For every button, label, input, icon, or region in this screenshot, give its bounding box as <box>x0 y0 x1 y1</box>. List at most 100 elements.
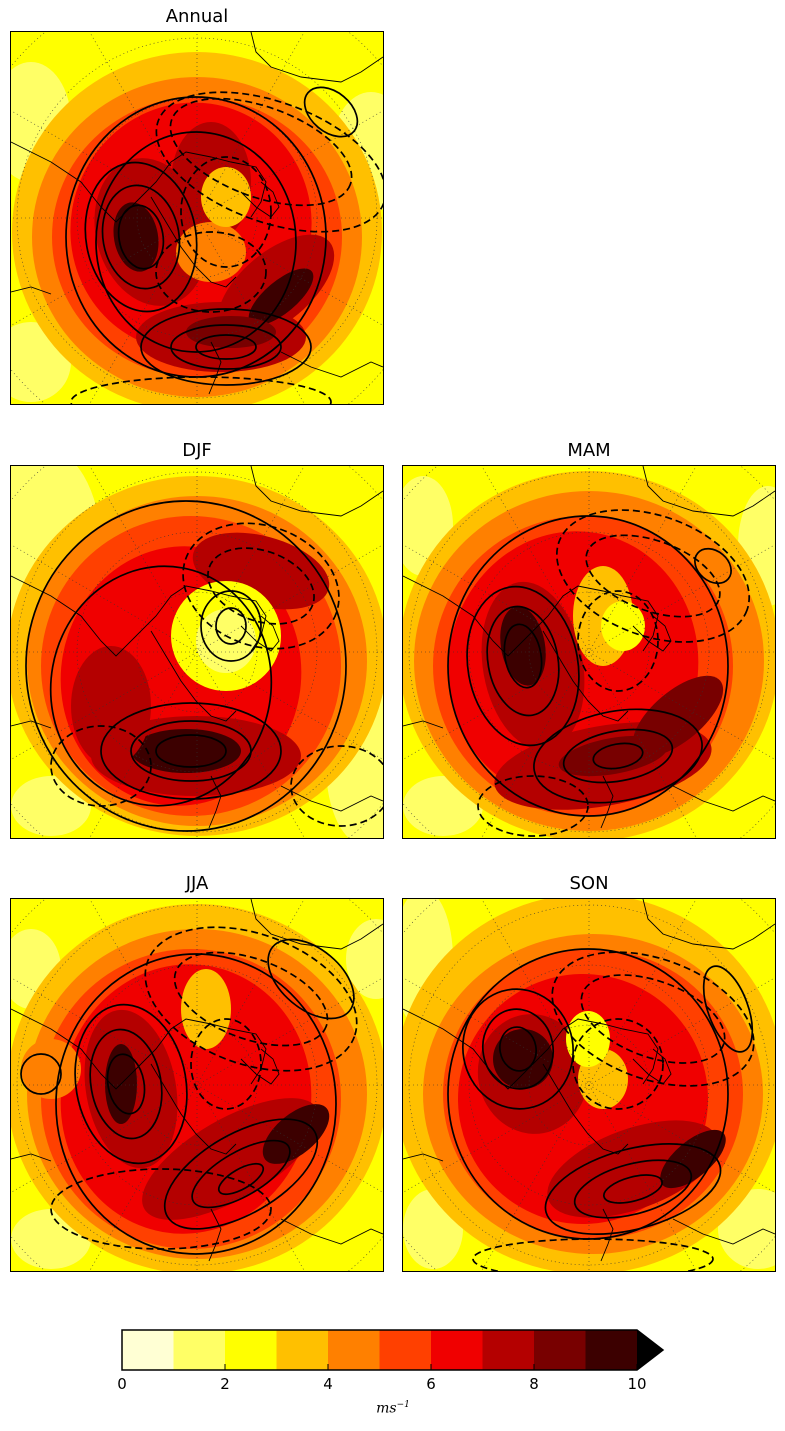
positive-anomaly-contour <box>95 131 297 353</box>
positive-anomaly-contour <box>217 1162 265 1196</box>
speed-fill-region <box>196 609 256 673</box>
colorbar-segment <box>328 1330 380 1370</box>
colorbar-segment <box>276 1330 329 1370</box>
negative-anomaly-contour <box>572 1018 664 1110</box>
speed-fill-region <box>601 601 645 651</box>
positive-anomaly-contour <box>101 184 181 290</box>
coastline <box>672 785 775 812</box>
coastline <box>642 899 775 950</box>
negative-anomaly-contour <box>290 745 383 827</box>
positive-anomaly-contour <box>573 1159 693 1219</box>
positive-anomaly-contour <box>200 590 262 662</box>
coastline <box>11 1153 52 1162</box>
positive-anomaly-contour <box>447 515 729 817</box>
positive-anomaly-contour <box>140 308 312 386</box>
coastline <box>208 775 222 829</box>
positive-anomaly-contour <box>499 1026 537 1072</box>
speed-fill-region <box>201 167 251 227</box>
meridian-line <box>11 544 383 760</box>
map-panel-mam <box>402 465 776 839</box>
positive-anomaly-contour <box>106 1053 146 1115</box>
panel-title-annual: Annual <box>165 6 229 27</box>
colorbar-tick-label: 4 <box>323 1375 333 1393</box>
meridian-line <box>11 110 383 326</box>
positive-anomaly-contour <box>603 1174 663 1204</box>
positive-anomaly-contour <box>592 742 644 770</box>
meridian-line <box>403 977 775 1193</box>
speed-fill-region <box>493 1029 553 1089</box>
colorbar-tick-label: 8 <box>529 1375 539 1393</box>
meridian-line <box>403 544 775 760</box>
negative-anomaly-contour <box>577 590 659 692</box>
positive-anomaly-contour <box>65 96 327 378</box>
coastline <box>11 286 52 295</box>
coastline <box>672 1218 775 1245</box>
positive-anomaly-contour <box>170 324 282 370</box>
colorbar-segment <box>585 1330 638 1370</box>
colorbar-segment <box>534 1330 586 1370</box>
panel-title-mam: MAM <box>567 440 611 461</box>
panel-title-jja: JJA <box>185 873 209 894</box>
colorbar-outline <box>121 1329 665 1371</box>
coastline <box>250 899 383 950</box>
coastline <box>240 1048 280 1085</box>
colorbar-segment <box>379 1330 432 1370</box>
map-canvas <box>403 899 775 1271</box>
speed-fill-region <box>186 316 276 348</box>
negative-anomaly-contour <box>155 91 383 233</box>
map-panel-jja <box>10 898 384 1272</box>
coastline <box>403 575 659 657</box>
negative-anomaly-contour <box>182 522 340 650</box>
colorbar-units-label: ms−1 <box>376 1400 410 1417</box>
negative-anomaly-contour <box>50 1168 272 1250</box>
meridian-line <box>11 977 383 1193</box>
positive-anomaly-contour <box>74 1003 188 1165</box>
negative-anomaly-contour <box>155 231 267 313</box>
colorbar-segment <box>431 1330 483 1370</box>
positive-anomaly-contour <box>694 547 732 585</box>
speed-fill-region <box>500 606 546 686</box>
positive-anomaly-contour <box>303 86 359 138</box>
coastline <box>280 785 383 812</box>
positive-anomaly-contour <box>49 565 273 807</box>
coastline <box>280 1218 383 1245</box>
negative-anomaly-contour <box>190 1018 262 1110</box>
colorbar-segment <box>173 1330 226 1370</box>
colorbar <box>121 1329 665 1371</box>
negative-anomaly-contour <box>477 775 589 837</box>
positive-anomaly-contour <box>89 1028 163 1140</box>
speed-fill-region <box>248 268 314 326</box>
coastline <box>150 196 237 288</box>
positive-anomaly-contour <box>55 953 337 1255</box>
positive-anomaly-contour <box>215 607 247 645</box>
speed-fill-region <box>262 1104 330 1164</box>
negative-anomaly-contour <box>169 97 353 207</box>
speed-fill-region <box>346 919 383 999</box>
positive-anomaly-contour <box>486 605 560 717</box>
positive-anomaly-contour <box>84 161 198 313</box>
colorbar-tick-label: 0 <box>117 1375 127 1393</box>
coastline <box>403 720 444 729</box>
positive-anomaly-contour <box>117 204 165 270</box>
panel-title-djf: DJF <box>182 440 212 461</box>
colorbar-tick-label: 2 <box>220 1375 230 1393</box>
positive-anomaly-contour <box>195 334 257 360</box>
coastline <box>240 181 280 218</box>
coastline <box>280 351 383 378</box>
coastline <box>150 1063 237 1155</box>
coastline <box>542 1063 629 1155</box>
speed-fill-region <box>71 646 151 766</box>
negative-anomaly-contour <box>50 725 152 807</box>
coastline <box>11 720 52 729</box>
positive-anomaly-contour <box>466 585 580 747</box>
coastline <box>150 630 237 722</box>
speed-fill-region <box>181 969 231 1049</box>
speed-fill-region <box>660 1129 726 1189</box>
speed-fill-region <box>558 735 668 777</box>
colorbar-segment <box>482 1330 535 1370</box>
speed-fill-region <box>566 1011 610 1067</box>
map-canvas <box>11 466 383 838</box>
positive-anomaly-contour <box>100 702 282 800</box>
positive-anomaly-contour <box>533 708 703 804</box>
map-canvas <box>403 466 775 838</box>
